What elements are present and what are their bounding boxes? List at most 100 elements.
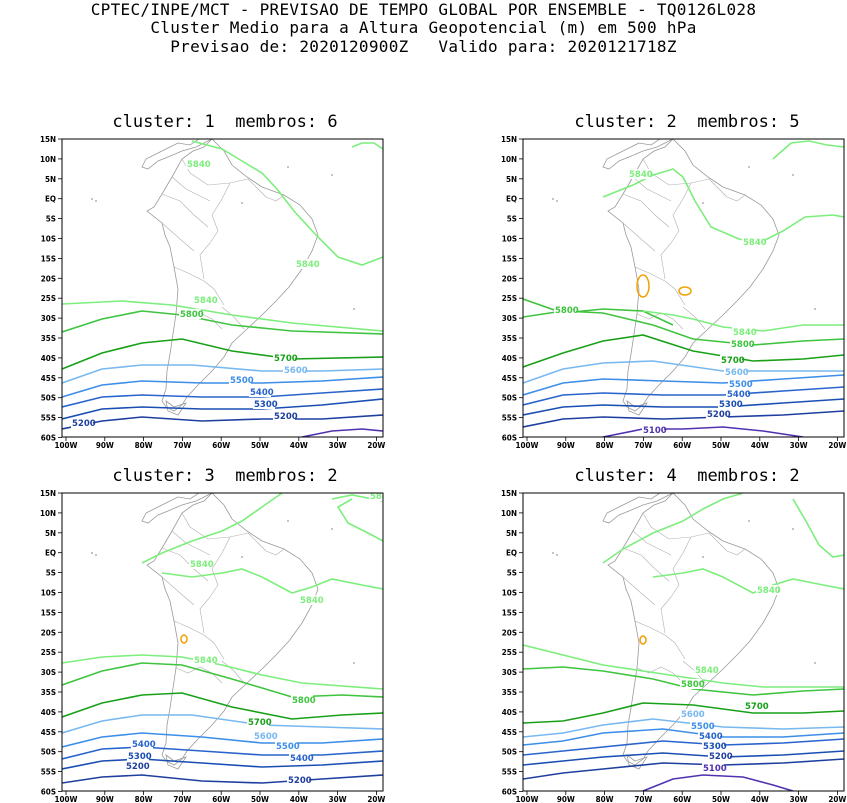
contour-label-bg xyxy=(702,763,724,773)
contour-line xyxy=(523,360,844,384)
map-frame xyxy=(522,138,845,438)
lat-label: EQ xyxy=(506,195,517,204)
lat-label: 25S xyxy=(41,648,56,657)
contour-label-bg xyxy=(131,739,153,749)
contour-line xyxy=(62,364,383,384)
contour-label: 5300 xyxy=(703,742,727,752)
contour-label-bg xyxy=(253,731,275,741)
lat-label: 40S xyxy=(41,354,56,363)
lat-label: 40S xyxy=(502,354,517,363)
country-border xyxy=(161,576,195,606)
lat-label: 60S xyxy=(41,788,56,797)
island xyxy=(353,308,355,310)
contour-line xyxy=(62,732,383,748)
contour-line xyxy=(62,758,383,770)
contour-label: 5500 xyxy=(729,380,753,390)
island xyxy=(353,662,355,664)
island xyxy=(241,556,243,558)
contour-label: 5500 xyxy=(230,376,254,386)
country-border xyxy=(682,306,706,330)
lon-label: 70W xyxy=(173,441,191,450)
contour-label: 5500 xyxy=(691,722,715,732)
map-background xyxy=(523,493,844,791)
lat-label: 60S xyxy=(502,788,517,797)
lat-label: 50S xyxy=(41,394,56,403)
country-border xyxy=(161,193,209,228)
contour-label-bg xyxy=(744,701,766,711)
contour-label: 5840 xyxy=(733,328,757,338)
contour-label: 5840 xyxy=(300,596,324,606)
lat-label: 30S xyxy=(502,314,517,323)
lon-label: 90W xyxy=(557,441,575,450)
contour-line xyxy=(62,414,383,430)
contour-label-bg xyxy=(628,169,650,179)
contour-label-bg xyxy=(283,365,305,375)
contour-label-bg xyxy=(291,695,313,705)
island xyxy=(287,520,289,522)
country-border xyxy=(622,576,656,606)
map-background xyxy=(62,493,383,791)
contour-label: 5400 xyxy=(132,740,156,750)
island xyxy=(331,174,333,176)
lat-label: 10N xyxy=(501,509,517,518)
contour-label: 5100 xyxy=(643,426,667,436)
contour-line xyxy=(772,140,844,160)
lat-label: 45S xyxy=(41,374,56,383)
contour-line xyxy=(523,758,844,780)
lat-label: 60S xyxy=(41,434,56,443)
contour-label-bg xyxy=(193,295,215,305)
island xyxy=(91,552,93,554)
local-max-contour xyxy=(678,286,692,296)
map-background xyxy=(62,139,383,437)
contour-line xyxy=(602,168,844,244)
lat-label: 15S xyxy=(502,608,517,617)
contour-label-bg xyxy=(189,559,211,569)
island xyxy=(702,556,704,558)
coastline-central-america xyxy=(602,139,674,170)
lon-label: 100W xyxy=(55,795,78,803)
country-border xyxy=(660,536,692,634)
contour-label-bg xyxy=(742,237,764,247)
contour-label-bg xyxy=(724,367,746,377)
lon-label: 100W xyxy=(516,441,539,450)
country-border xyxy=(708,178,728,198)
contour-label-bg xyxy=(186,159,208,169)
contour-label: 5840 xyxy=(757,586,781,596)
lat-label: 50S xyxy=(502,748,517,757)
lat-label: 45S xyxy=(41,728,56,737)
country-border xyxy=(199,182,231,280)
contour-line xyxy=(602,426,804,437)
contour-line xyxy=(62,662,383,698)
country-border xyxy=(173,266,225,306)
lat-label: 25S xyxy=(41,294,56,303)
contour-line xyxy=(62,746,383,760)
contour-label-bg xyxy=(273,411,295,421)
island xyxy=(287,166,289,168)
contour-label-bg xyxy=(249,387,271,397)
coastline-tierra-del-fuego xyxy=(165,754,187,770)
lat-label: 30S xyxy=(41,668,56,677)
country-border xyxy=(171,530,211,556)
contour-line xyxy=(141,493,283,564)
island xyxy=(95,554,97,556)
country-border xyxy=(634,620,686,660)
lon-label: 70W xyxy=(634,795,652,803)
contour-line xyxy=(523,718,844,738)
country-border xyxy=(708,532,728,552)
lat-label: 35S xyxy=(502,688,517,697)
contour-label: 5800 xyxy=(180,310,204,320)
lon-label: 20W xyxy=(828,795,846,803)
contour-label: 5600 xyxy=(254,732,278,742)
contour-label: 5600 xyxy=(681,710,705,720)
lon-label: 90W xyxy=(96,441,114,450)
lat-label: 15N xyxy=(40,135,56,144)
contour-line xyxy=(351,142,383,150)
contour-line xyxy=(523,666,844,696)
contour-line xyxy=(523,374,844,396)
island xyxy=(331,528,333,530)
lat-label: 35S xyxy=(41,688,56,697)
lat-label: 5S xyxy=(46,215,56,224)
country-border xyxy=(199,536,231,634)
contour-label-bg xyxy=(299,595,321,605)
lat-label: 10S xyxy=(502,235,517,244)
